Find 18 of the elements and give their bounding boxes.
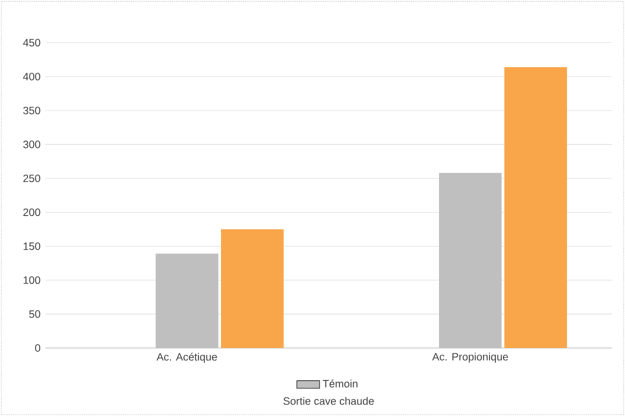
y-tick-label: 50 <box>29 310 40 318</box>
bar <box>221 229 284 348</box>
y-tick-label: 250 <box>23 174 40 182</box>
y-tick-label: 100 <box>24 276 40 284</box>
bar <box>439 172 502 348</box>
bar <box>156 254 218 348</box>
y-tick-label: 150 <box>24 242 40 250</box>
y-tick-label: 0 <box>35 344 40 352</box>
bar <box>504 67 567 348</box>
y-tick-label: 450 <box>23 38 40 46</box>
x-axis-title: Sortie cave chaude <box>283 396 374 405</box>
y-tick-label: 200 <box>23 208 40 216</box>
y-tick-label: 300 <box>23 140 40 148</box>
y-tick-label: 350 <box>23 106 40 114</box>
y-tick-label: 400 <box>23 72 40 80</box>
x-tick-label: Ac. Acétique <box>156 352 217 363</box>
legend-label: Témoin <box>322 380 358 388</box>
x-tick-label: Ac. Propionique <box>432 352 508 363</box>
